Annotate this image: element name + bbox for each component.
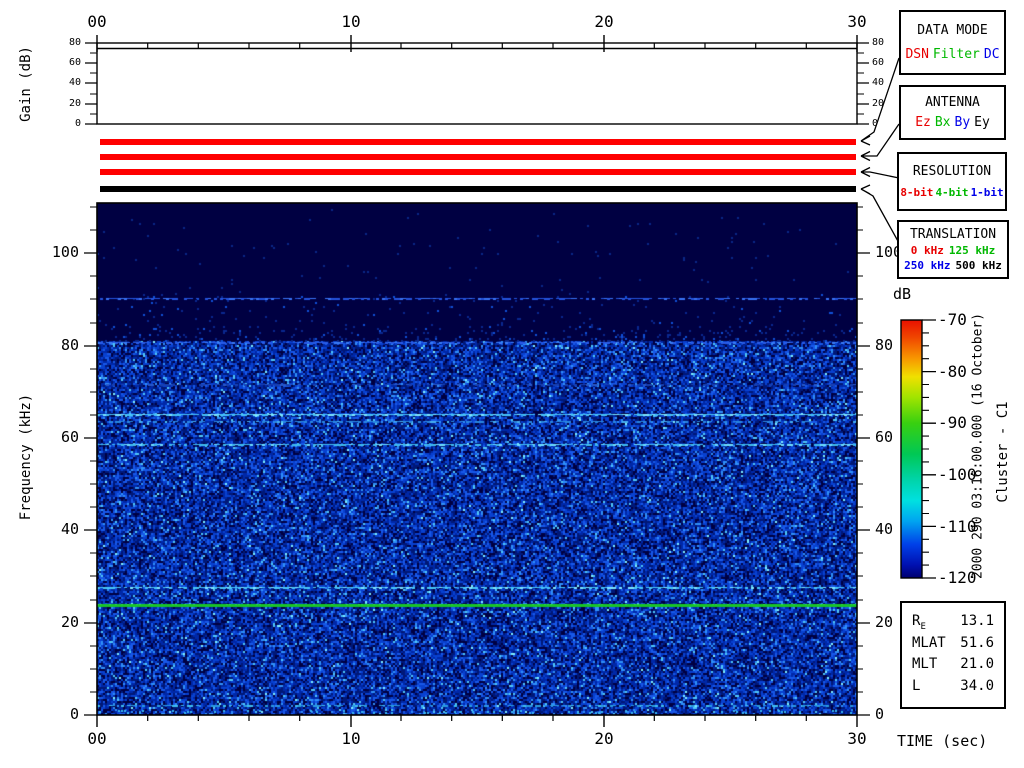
ephemeris-box: RE 13.1 MLAT 51.6 MLT 21.0 L 34.0 [900, 601, 1006, 709]
legend-title: RESOLUTION [913, 164, 991, 179]
gain-left-major-ticks [85, 43, 97, 124]
legend-item: 125 kHz [949, 244, 995, 257]
freq-tick-label: 60 [875, 430, 893, 445]
ephemeris-label: L [912, 678, 920, 697]
gain-tick-label: 20 [55, 99, 81, 109]
gain-tick-label: 80 [55, 38, 81, 48]
ephemeris-row: L 34.0 [912, 678, 994, 697]
ephemeris-value: 51.6 [960, 635, 994, 654]
legend-item: DSN [905, 47, 928, 62]
freq-tick-label: 40 [45, 522, 79, 537]
freq-tick-label: 80 [45, 338, 79, 353]
legend-item: Bx [935, 115, 951, 130]
top-axis-major-ticks [97, 35, 857, 52]
ephemeris-label: MLT [912, 656, 937, 675]
gain-tick-label: 20 [872, 99, 884, 109]
legend-title: ANTENNA [925, 95, 980, 110]
freq-tick-label: 20 [875, 615, 893, 630]
bottom-tick-label: 00 [77, 731, 117, 747]
colorbar-tick-label: -80 [938, 364, 967, 380]
legend-item: 500 kHz [956, 259, 1002, 272]
legend-title: TRANSLATION [910, 227, 996, 242]
gain-tick-label: 80 [872, 38, 884, 48]
gain-right-minor-ticks [857, 53, 864, 114]
legend-item: 0 kHz [911, 244, 944, 257]
antenna-legend: ANTENNA Ez Bx By Ey [899, 85, 1006, 140]
freq-tick-label: 40 [875, 522, 893, 537]
ephemeris-label: MLAT [912, 635, 946, 654]
ephemeris-row: MLAT 51.6 [912, 635, 994, 654]
legend-item: DC [984, 47, 1000, 62]
freq-right-minor-ticks [857, 207, 863, 692]
top-tick-label: 20 [584, 14, 624, 30]
bottom-tick-label: 30 [837, 731, 877, 747]
gain-right-major-ticks [857, 43, 869, 124]
gain-tick-label: 0 [872, 119, 878, 129]
gain-tick-label: 40 [55, 78, 81, 88]
gain-tick-label: 0 [55, 119, 81, 129]
freq-tick-label: 80 [875, 338, 893, 353]
time-axis-title: TIME (sec) [897, 734, 987, 749]
gain-tick-label: 60 [872, 58, 884, 68]
spacecraft-annotation: Cluster - C1 [996, 401, 1010, 502]
freq-tick-label: 60 [45, 430, 79, 445]
legend-item: Filter [933, 47, 980, 62]
legend-item: Ey [974, 115, 990, 130]
translation-legend: TRANSLATION 0 kHz 125 kHz 250 kHz 500 kH… [897, 220, 1009, 279]
bottom-axis-minor-ticks [148, 715, 807, 721]
legend-item: 1-bit [971, 186, 1004, 199]
gain-tick-label: 60 [55, 58, 81, 68]
translation-bar [100, 186, 856, 192]
ephemeris-row: MLT 21.0 [912, 656, 994, 675]
colorbar-tick-label: -90 [938, 415, 967, 431]
legend-item: 250 kHz [904, 259, 950, 272]
ephemeris-label: RE [912, 613, 926, 632]
resolution-legend: RESOLUTION 8-bit 4-bit 1-bit [897, 152, 1007, 211]
bottom-tick-label: 20 [584, 731, 624, 747]
legend-item: By [955, 115, 971, 130]
ephemeris-value: 34.0 [960, 678, 994, 697]
colorbar [901, 320, 922, 578]
data-mode-legend: DATA MODE DSN Filter DC [899, 10, 1006, 75]
antenna-bar [100, 154, 856, 160]
gain-panel-box [97, 43, 857, 124]
colorbar-minor-ticks [922, 333, 929, 565]
ephemeris-value: 21.0 [960, 656, 994, 675]
freq-tick-label: 0 [45, 707, 79, 722]
spectrogram-image [97, 203, 857, 715]
gain-axis-title: Gain (dB) [19, 46, 33, 122]
gain-tick-label: 40 [872, 78, 884, 88]
top-tick-label: 30 [837, 14, 877, 30]
freq-right-major-ticks [857, 253, 870, 715]
ephemeris-value: 13.1 [960, 613, 994, 632]
freq-left-major-ticks [84, 253, 97, 715]
legend-item: 4-bit [935, 186, 968, 199]
top-axis-minor-ticks [148, 43, 807, 49]
legend-title: DATA MODE [917, 23, 987, 38]
ephemeris-row: RE 13.1 [912, 613, 994, 632]
colorbar-title: dB [893, 287, 911, 302]
bottom-tick-label: 10 [331, 731, 371, 747]
freq-left-minor-ticks [90, 207, 97, 692]
legend-item: 8-bit [900, 186, 933, 199]
resolution-bar [100, 169, 856, 175]
colorbar-major-ticks [922, 320, 936, 578]
top-tick-label: 10 [331, 14, 371, 30]
wbd-plot-page: Gain (dB) Frequency (kHz) 00 10 20 30 80… [0, 0, 1024, 768]
data-mode-bar [100, 139, 856, 145]
bottom-axis-major-ticks [97, 715, 857, 727]
freq-tick-label: 0 [875, 707, 884, 722]
gain-left-minor-ticks [90, 53, 97, 114]
freq-axis-title: Frequency (kHz) [19, 394, 33, 520]
legend-item: Ez [915, 115, 931, 130]
colorbar-tick-label: -70 [938, 312, 967, 328]
freq-tick-label: 100 [45, 245, 79, 260]
timestamp-annotation: 2000 290 03:16:00.000 (16 October) [972, 313, 985, 579]
freq-tick-label: 20 [45, 615, 79, 630]
top-tick-label: 00 [77, 14, 117, 30]
